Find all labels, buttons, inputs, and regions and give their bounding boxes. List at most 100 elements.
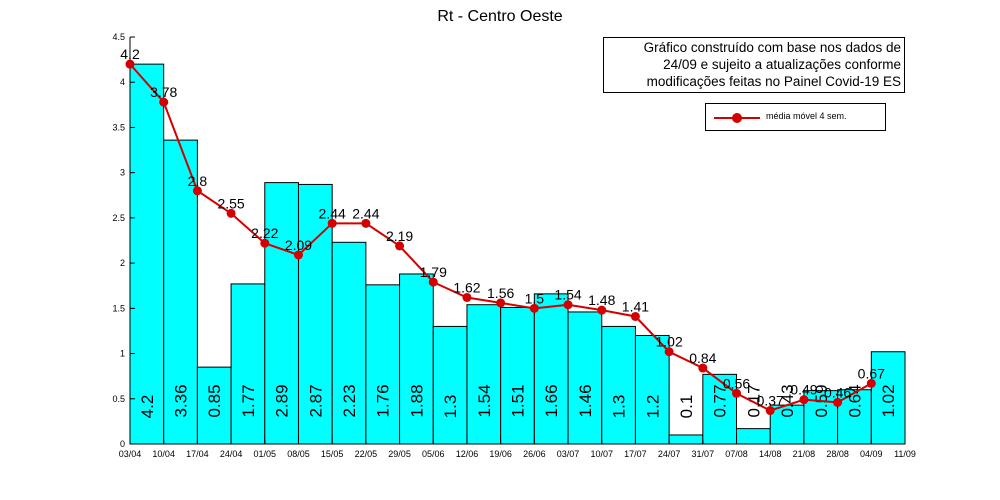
- bar-value-label: 1.66: [542, 384, 561, 417]
- moving-average-label: 1.02: [656, 334, 683, 350]
- bar: [634, 334, 670, 445]
- moving-average-label: 0.49: [790, 382, 817, 398]
- bar-value-label: 0.43: [778, 384, 797, 417]
- bar: [601, 325, 636, 445]
- moving-average-point: [732, 388, 742, 398]
- x-tick-label: 12/06: [456, 449, 479, 459]
- bar: [365, 284, 401, 445]
- moving-average-point: [496, 298, 506, 308]
- bar: [432, 325, 468, 445]
- bar-value-label: 1.54: [475, 384, 494, 417]
- moving-average-point: [395, 241, 405, 251]
- bar: [331, 241, 367, 445]
- bar-value-label: 2.89: [273, 384, 292, 417]
- bar-value-label: 0.17: [744, 384, 763, 417]
- x-tick-label: 14/08: [759, 449, 782, 459]
- x-tick-label: 04/09: [860, 449, 883, 459]
- x-tick-label: 29/05: [388, 449, 411, 459]
- note-line-1: Gráfico construído com base nos dados de: [643, 40, 901, 55]
- bar: [668, 434, 704, 445]
- moving-average-label: 1.56: [487, 285, 514, 301]
- bar: [533, 293, 569, 445]
- moving-average-label: 3.78: [150, 84, 177, 100]
- moving-average-label: 1.62: [453, 279, 480, 295]
- moving-average-label: 2.44: [319, 205, 346, 221]
- x-tick-label: 21/08: [793, 449, 816, 459]
- moving-average-label: 2.22: [251, 225, 278, 241]
- x-tick-label: 08/05: [287, 449, 310, 459]
- moving-average-point: [529, 303, 539, 313]
- moving-average-point: [563, 300, 573, 310]
- bar-value-label: 3.36: [172, 384, 191, 417]
- moving-average-point: [428, 277, 438, 287]
- x-tick-label: 01/05: [254, 449, 277, 459]
- y-tick-label: 2: [120, 258, 125, 268]
- moving-average-label: 1.5: [525, 290, 545, 306]
- x-tick-label: 10/04: [152, 449, 175, 459]
- y-tick-label: 4.5: [112, 32, 125, 42]
- bar-value-label: 0.77: [711, 384, 730, 417]
- moving-average-point: [159, 97, 169, 107]
- bar: [736, 428, 771, 445]
- bar-value-label: 2.87: [306, 384, 325, 417]
- x-tick-label: 26/06: [523, 449, 546, 459]
- bar-value-label: 1.76: [374, 384, 393, 417]
- moving-average-point: [192, 186, 202, 196]
- moving-average-point: [833, 397, 843, 407]
- x-tick-label: 17/07: [624, 449, 647, 459]
- bar-value-label: 1.3: [610, 395, 629, 419]
- x-tick-label: 07/08: [725, 449, 748, 459]
- y-tick-label: 3: [120, 168, 125, 178]
- bar: [230, 283, 266, 445]
- y-tick-label: 1.5: [112, 303, 125, 313]
- bar: [399, 273, 434, 445]
- moving-average-point: [260, 238, 270, 248]
- legend-dot-marker: [732, 113, 742, 123]
- bar-value-label: 4.2: [138, 395, 157, 419]
- moving-average-label: 0.46: [824, 384, 851, 400]
- bar: [870, 351, 906, 445]
- x-tick-label: 03/04: [119, 449, 142, 459]
- moving-average-point: [226, 208, 236, 218]
- x-tick-label: 10/07: [590, 449, 613, 459]
- x-tick-label: 22/05: [355, 449, 378, 459]
- bar-value-label: 1.3: [441, 395, 460, 419]
- moving-average-label: 0.37: [757, 393, 784, 409]
- moving-average-point: [361, 218, 371, 228]
- bar-value-label: 0.64: [845, 384, 864, 417]
- moving-average-label: 4.2: [120, 46, 140, 62]
- moving-average-label: 2.19: [386, 228, 413, 244]
- note-line-2: 24/09 e sujeito a atualizações conforme: [663, 57, 901, 72]
- chart-title: Rt - Centro Oeste: [437, 8, 563, 25]
- data-note-box: Gráfico construído com base nos dados de…: [603, 37, 905, 93]
- moving-average-point: [664, 347, 674, 357]
- x-tick-label: 11/09: [894, 449, 916, 459]
- x-tick-label: 03/07: [557, 449, 580, 459]
- moving-average-label: 0.56: [723, 375, 750, 391]
- x-tick-label: 19/06: [489, 449, 512, 459]
- bar: [500, 306, 535, 445]
- bar-value-label: 1.02: [879, 384, 898, 417]
- moving-average-label: 2.09: [285, 237, 312, 253]
- bar: [264, 182, 299, 445]
- x-tick-label: 24/04: [220, 449, 243, 459]
- moving-average-point: [765, 406, 775, 416]
- bar-value-label: 1.46: [576, 384, 595, 417]
- moving-average-label: 2.44: [352, 205, 379, 221]
- bar: [466, 304, 502, 445]
- moving-average-point: [597, 305, 607, 315]
- y-tick-label: 1: [120, 349, 125, 359]
- x-tick-label: 05/06: [422, 449, 445, 459]
- moving-average-label: 1.48: [588, 292, 615, 308]
- x-tick-label: 28/08: [826, 449, 849, 459]
- moving-average-point: [462, 292, 472, 302]
- y-tick-label: 0: [120, 439, 125, 449]
- y-tick-label: 0.5: [112, 394, 125, 404]
- moving-average-label: 1.54: [554, 287, 581, 303]
- moving-average-point: [866, 378, 876, 388]
- y-tick-label: 3.5: [112, 122, 125, 132]
- bar-value-label: 1.2: [643, 395, 662, 419]
- moving-average-point: [125, 59, 135, 69]
- bar-value-label: 1.77: [239, 384, 258, 417]
